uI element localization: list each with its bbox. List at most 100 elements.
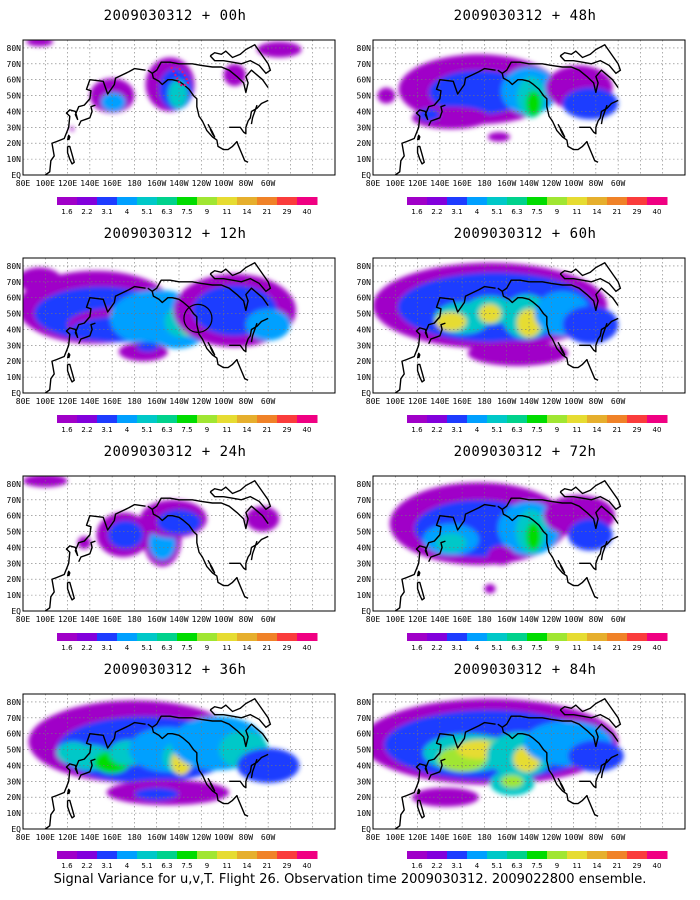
lat-tick-label: 30N [7, 777, 22, 786]
colorbar-swatch [627, 197, 648, 205]
lon-tick-label: 180 [477, 833, 492, 842]
lon-tick-label: 160W [497, 179, 516, 188]
colorbar-label: 40 [303, 426, 312, 434]
lon-tick-label: 160E [453, 833, 472, 842]
lat-tick-label: EQ [11, 607, 21, 616]
map-panel-12h: 2009030312 + 12h 80N 70N 60N 50N 40N 30N 20N 10… [5, 218, 345, 438]
colorbar-swatch [527, 851, 548, 859]
lat-tick-label: 60N [7, 76, 22, 85]
colorbar-swatch [647, 851, 668, 859]
lon-tick-label: 140E [430, 397, 449, 406]
colorbar-swatch [277, 633, 298, 641]
lon-tick-label: 80W [239, 397, 254, 406]
lat-tick-label: 80N [7, 698, 22, 707]
colorbar-swatch [217, 851, 238, 859]
lat-tick-label: 50N [7, 746, 22, 755]
colorbar-swatch [527, 415, 548, 423]
lon-tick-label: 160E [453, 615, 472, 624]
coastline [250, 322, 258, 343]
coastline [147, 505, 249, 599]
colorbar-swatch [137, 851, 158, 859]
coastline [78, 540, 96, 563]
lon-tick-label: 120W [192, 615, 211, 624]
coastline [44, 503, 146, 611]
colorbar-label: 11 [573, 426, 582, 434]
coastline [600, 758, 608, 779]
colorbar-swatch [407, 633, 428, 641]
lat-tick-label: 50N [7, 92, 22, 101]
coastline [579, 753, 619, 789]
colorbar-label: 3.1 [101, 208, 112, 216]
lon-tick-label: 60W [611, 397, 626, 406]
lon-tick-label: 120W [542, 397, 561, 406]
colorbar-label: 29 [633, 862, 642, 870]
colorbar-label: 9 [205, 862, 209, 870]
map-frame [372, 693, 686, 830]
colorbar-swatch [97, 197, 118, 205]
colorbar-swatch [177, 197, 198, 205]
lat-tick-label: EQ [11, 171, 21, 180]
lon-tick-label: 60W [611, 833, 626, 842]
colorbar-swatch [587, 415, 608, 423]
lon-tick-label: 120W [542, 179, 561, 188]
lon-tick-label: 80E [366, 397, 381, 406]
lat-tick-label: 70N [357, 714, 372, 723]
colorbar-swatch [587, 851, 608, 859]
colorbar-swatch [257, 633, 278, 641]
coastline [147, 69, 249, 163]
colorbar-swatch [527, 197, 548, 205]
colorbar-label: 9 [205, 208, 209, 216]
colorbar-label: 4 [475, 644, 480, 652]
panel-title: 2009030312 + 48h [453, 8, 597, 24]
variance-contour [26, 40, 54, 47]
lat-tick-label: 40N [7, 325, 22, 334]
lat-tick-label: 30N [7, 123, 22, 132]
lon-tick-label: 80W [239, 833, 254, 842]
colorbar-swatch [157, 633, 178, 641]
colorbar-label: 5.1 [141, 862, 152, 870]
colorbar-label: 3.1 [451, 208, 462, 216]
lat-tick-label: 50N [357, 310, 372, 319]
colorbar-swatch [237, 197, 258, 205]
lat-tick-label: 20N [357, 139, 372, 148]
lon-tick-label: 60W [611, 179, 626, 188]
colorbar-label: 2.2 [81, 644, 92, 652]
lon-tick-label: 180 [127, 833, 142, 842]
coastline [147, 287, 249, 381]
lat-tick-label: 70N [357, 496, 372, 505]
lon-tick-label: 140W [169, 179, 188, 188]
lon-tick-label: 100E [386, 833, 405, 842]
coastline [66, 134, 71, 141]
map-frame [22, 257, 336, 394]
lat-tick-label: 80N [357, 262, 372, 271]
colorbar-swatch [607, 197, 628, 205]
colorbar-label: 7.5 [531, 644, 542, 652]
colorbar-label: 29 [283, 644, 292, 652]
colorbar-label: 1.6 [61, 644, 73, 652]
coastline [559, 697, 622, 729]
lat-tick-label: 30N [7, 341, 22, 350]
colorbar-label: 1.6 [61, 862, 73, 870]
lon-tick-label: 120E [58, 397, 77, 406]
coastline [428, 322, 446, 345]
coastline [600, 104, 608, 125]
colorbar-label: 1.6 [411, 208, 423, 216]
colorbar-label: 14 [243, 862, 252, 870]
lon-tick-label: 160E [453, 397, 472, 406]
map-panel-48h: 2009030312 + 48h 80N 70N 60N 50N 40N 30N 20N 10… [355, 0, 695, 220]
lon-tick-label: 140W [519, 615, 538, 624]
lon-tick-label: 160E [103, 397, 122, 406]
colorbar-label: 2.2 [81, 208, 92, 216]
lat-tick-label: 30N [7, 559, 22, 568]
lon-tick-label: 140W [169, 397, 188, 406]
coastline [600, 322, 608, 343]
colorbar-label: 5.1 [141, 644, 152, 652]
lon-tick-label: 60W [611, 615, 626, 624]
lon-tick-label: 60W [261, 615, 276, 624]
variance-contour [562, 87, 619, 120]
coastline [207, 777, 216, 792]
coastline [559, 43, 622, 75]
colorbar-swatch [97, 851, 118, 859]
colorbar-label: 11 [573, 644, 582, 652]
